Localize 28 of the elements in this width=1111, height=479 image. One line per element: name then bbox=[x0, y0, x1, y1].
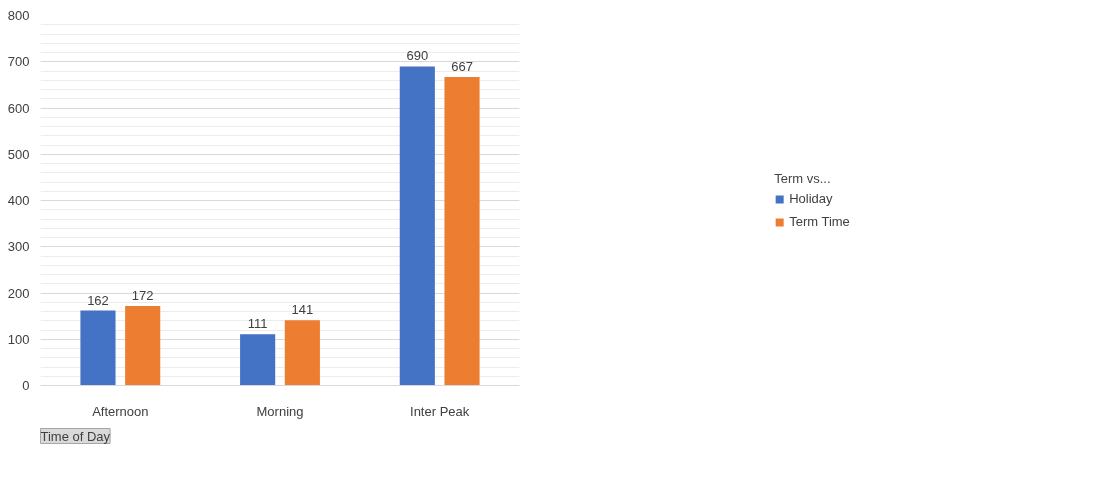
y-tick-label: 400 bbox=[7, 193, 30, 208]
x-tick-label: Afternoon bbox=[92, 403, 149, 419]
y-tick-label: 200 bbox=[7, 285, 30, 301]
data-label: 141 bbox=[291, 302, 314, 318]
data-label: 690 bbox=[406, 48, 429, 64]
bar bbox=[80, 310, 116, 386]
y-tick-label: 500 bbox=[7, 146, 30, 162]
legend-label: Term Time bbox=[789, 214, 850, 229]
bar bbox=[240, 334, 276, 386]
legend-label: Holiday bbox=[789, 191, 833, 206]
x-tick-label: Morning bbox=[256, 403, 304, 419]
text: Time of Day bbox=[40, 428, 111, 444]
data-label: 162 bbox=[87, 292, 109, 308]
bar bbox=[284, 320, 320, 386]
data-label: 111 bbox=[247, 316, 268, 332]
y-tick-label: 300 bbox=[7, 239, 30, 255]
bar bbox=[444, 77, 480, 386]
bar bbox=[125, 305, 161, 386]
y-tick-label: 800 bbox=[7, 8, 30, 23]
y-tick-label: 700 bbox=[7, 54, 30, 70]
y-tick-label: 600 bbox=[7, 100, 30, 116]
y-tick-label: 100 bbox=[7, 331, 30, 347]
x-tick-label: Inter Peak bbox=[410, 403, 470, 419]
data-label: 667 bbox=[451, 59, 473, 75]
data-label: 172 bbox=[131, 287, 154, 303]
legend-title: Term vs... bbox=[774, 171, 832, 186]
y-tick-label: 0 bbox=[22, 378, 30, 393]
bar bbox=[399, 66, 435, 386]
